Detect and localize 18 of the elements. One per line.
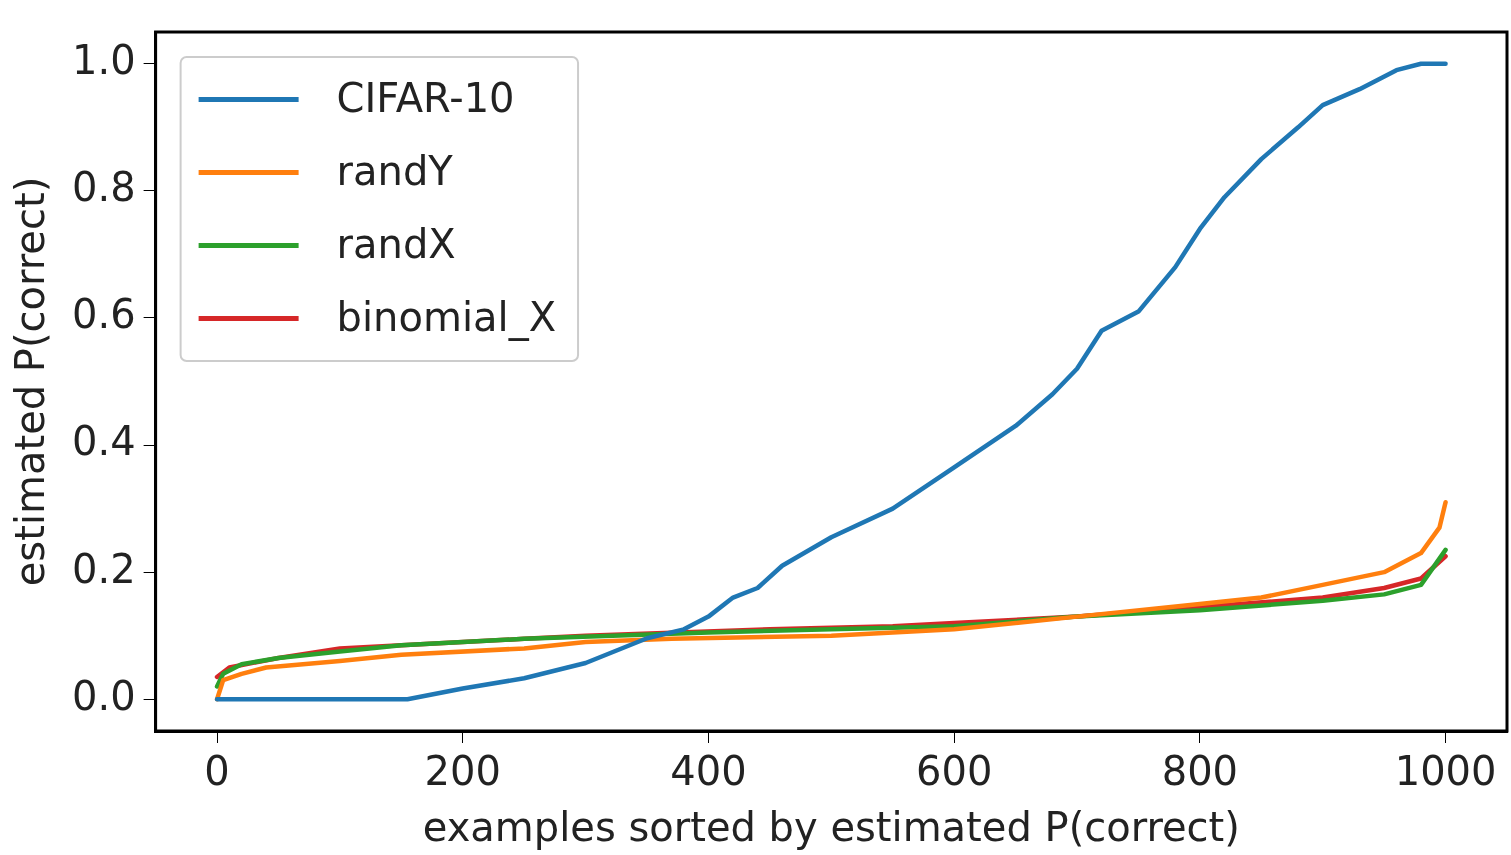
y-tick-label: 0.4 xyxy=(71,418,136,465)
legend-label: binomial_X xyxy=(336,293,557,341)
x-tick-label: 0 xyxy=(204,748,230,795)
y-tick-label: 1.0 xyxy=(71,37,136,84)
y-tick-label: 0.0 xyxy=(71,672,136,719)
y-tick-label: 0.2 xyxy=(71,545,136,592)
x-tick-label: 400 xyxy=(670,748,747,795)
legend-label: CIFAR-10 xyxy=(336,74,515,121)
y-tick-label: 0.6 xyxy=(71,291,136,338)
x-tick-label: 600 xyxy=(915,748,993,795)
x-axis-title: examples sorted by estimated P(correct) xyxy=(422,804,1240,851)
y-tick-label: 0.8 xyxy=(71,164,136,211)
x-tick-label: 800 xyxy=(1161,748,1239,795)
x-tick-label: 200 xyxy=(424,748,501,795)
x-tick-label: 1000 xyxy=(1394,748,1497,795)
legend-label: randY xyxy=(336,147,454,194)
legend-label: randX xyxy=(336,220,456,267)
y-axis-title: estimated P(correct) xyxy=(7,176,54,587)
